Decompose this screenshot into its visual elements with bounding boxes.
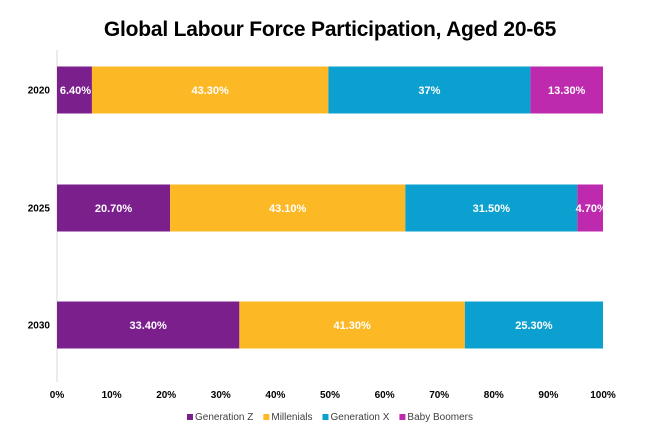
data-label-generation-x-2025: 31.50% <box>473 203 511 215</box>
data-label-generation-x-2020: 37% <box>418 85 440 97</box>
bar-millenials-2030 <box>239 301 465 349</box>
data-label-generation-z-2030: 33.40% <box>130 320 168 332</box>
bar-baby-boomers-2025 <box>577 184 603 232</box>
bar-baby-boomers-2020 <box>530 66 603 114</box>
bar-generation-z-2025 <box>57 184 171 232</box>
x-tick-label-20: 20% <box>156 390 176 401</box>
legend-label-generation-z: Generation Z <box>195 412 253 423</box>
bar-generation-z-2030 <box>57 301 240 349</box>
x-tick-label-50: 50% <box>320 390 340 401</box>
data-label-millenials-2030: 41.30% <box>333 320 371 332</box>
x-tick-label-100: 100% <box>590 390 616 401</box>
data-label-baby-boomers-2025: 4.70% <box>576 203 607 215</box>
x-tick-label-0: 0% <box>50 390 65 401</box>
data-label-generation-x-2030: 25.30% <box>515 320 553 332</box>
legend-swatch-generation-z <box>186 414 193 420</box>
x-tick-label-30: 30% <box>211 390 231 401</box>
data-label-generation-z-2020: 6.40% <box>60 85 91 97</box>
legend-swatch-millenials <box>263 414 270 420</box>
data-label-generation-z-2025: 20.70% <box>95 203 133 215</box>
category-label-2030: 2030 <box>28 321 51 332</box>
data-label-millenials-2025: 43.10% <box>269 203 307 215</box>
bar-generation-x-2020 <box>328 66 531 114</box>
legend-swatch-generation-x <box>322 414 329 420</box>
data-label-baby-boomers-2020: 13.30% <box>548 85 586 97</box>
x-tick-label-90: 90% <box>538 390 558 401</box>
data-label-millenials-2020: 43.30% <box>191 85 229 97</box>
category-label-2025: 2025 <box>28 204 51 215</box>
x-tick-label-80: 80% <box>484 390 504 401</box>
legend-swatch-baby-boomers <box>399 414 406 420</box>
x-tick-label-40: 40% <box>265 390 285 401</box>
bar-generation-x-2030 <box>464 301 603 349</box>
legend-label-baby-boomers: Baby Boomers <box>407 412 473 423</box>
bar-generation-x-2025 <box>405 184 578 232</box>
category-label-2020: 2020 <box>28 86 51 97</box>
bar-generation-z-2020 <box>57 66 92 114</box>
chart-title: Global Labour Force Participation, Aged … <box>103 18 557 41</box>
bar-millenials-2025 <box>170 184 406 232</box>
legend-label-millenials: Millenials <box>271 412 312 423</box>
bar-millenials-2020 <box>91 66 329 114</box>
legend-label-generation-x: Generation X <box>330 412 389 423</box>
x-tick-label-60: 60% <box>375 390 395 401</box>
x-tick-label-10: 10% <box>102 390 122 401</box>
x-tick-label-70: 70% <box>429 390 449 401</box>
